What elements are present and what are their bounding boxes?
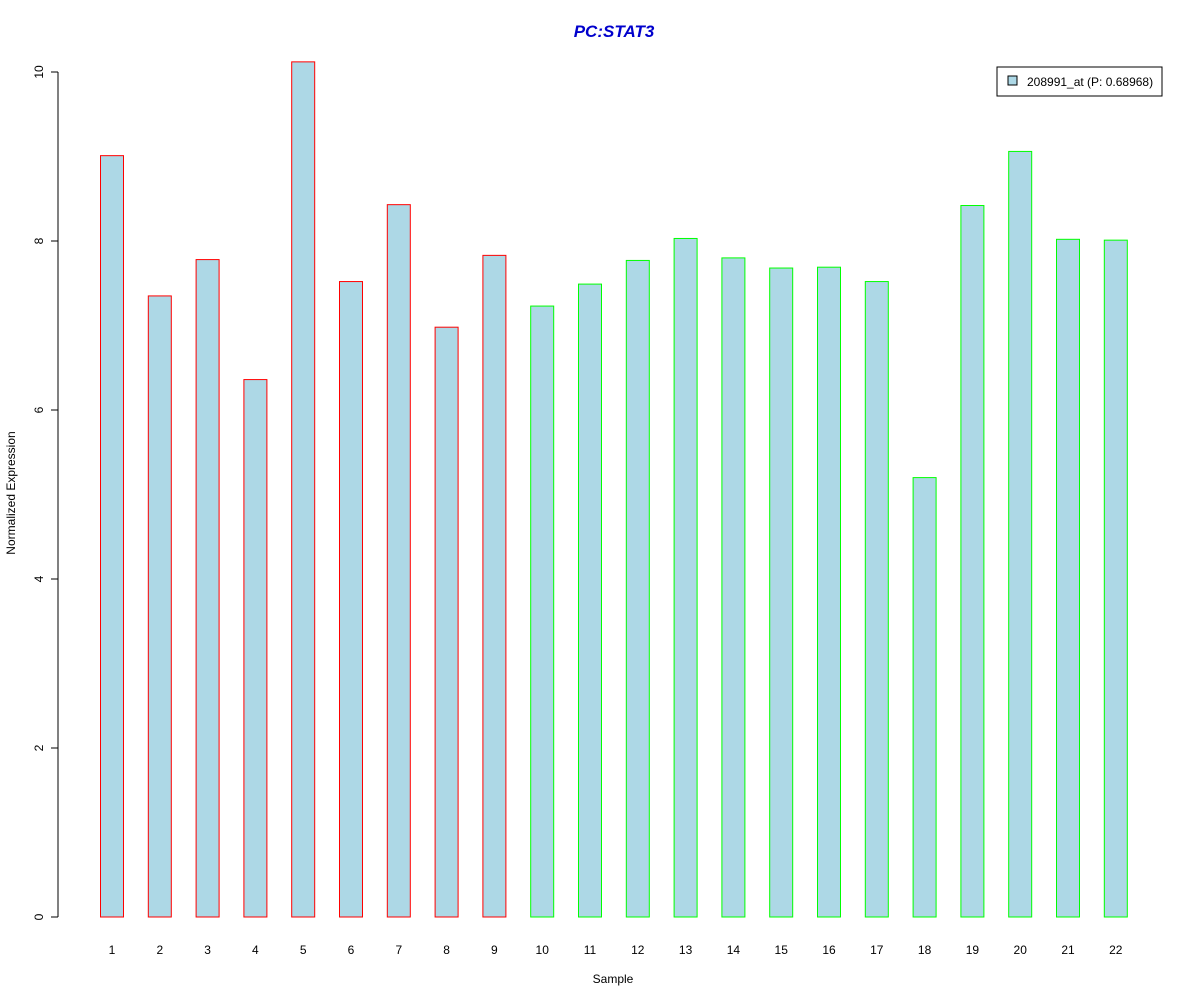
bar-sample-16 [817,266,841,918]
x-tick-label: 11 [584,943,597,957]
bar-sample-11 [578,283,602,918]
y-axis-label: Normalized Expression [4,431,18,554]
legend: 208991_at (P: 0.68968) [996,66,1163,97]
bar-sample-7 [386,204,411,918]
legend-box [996,66,1163,97]
y-tick-label: 0 [32,913,46,920]
x-tick-label: 21 [1061,943,1075,957]
bars [100,61,1128,918]
bar-sample-21 [1056,238,1080,918]
x-tick-label: 13 [679,943,693,957]
bar-sample-17 [864,281,889,918]
x-tick-label: 20 [1014,943,1028,957]
x-tick-label: 18 [918,943,932,957]
x-tick-label: 12 [631,943,645,957]
bar-sample-14 [721,257,746,918]
bar-sample-8 [434,326,459,918]
bar-sample-9 [482,254,507,918]
x-tick-label: 1 [109,943,116,957]
x-tick-label: 7 [395,943,402,957]
x-tick-label: 16 [822,943,836,957]
bar-sample-15 [769,267,794,918]
bar-sample-10 [530,305,555,918]
x-tick-label: 17 [870,943,884,957]
x-tick-label: 14 [727,943,741,957]
x-tick-label: 2 [156,943,163,957]
bar-sample-5 [291,61,316,918]
x-tick-label: 6 [348,943,355,957]
bar-sample-13 [673,237,698,918]
y-tick-label: 4 [32,575,46,582]
x-tick-label: 15 [775,943,789,957]
y-tick-label: 6 [32,406,46,413]
x-tick-label: 3 [204,943,211,957]
x-axis-tick-labels: 1 2 3 4 5 6 7 8 9 10 11 12 13 14 15 16 17 18 19 20 21 22 [109,943,1123,957]
bar-sample-4 [243,379,268,918]
y-tick-label: 2 [32,744,46,751]
bar-sample-3 [195,259,220,918]
chart-title: PC:STAT3 [574,22,655,41]
bar-sample-18 [912,477,937,918]
x-tick-label: 9 [491,943,498,957]
x-tick-label: 19 [966,943,980,957]
bar-sample-19 [960,205,985,918]
bar-sample-2 [147,295,172,918]
bar-sample-22 [1103,239,1128,918]
legend-swatch [1007,75,1018,86]
x-tick-label: 22 [1109,943,1123,957]
x-tick-label: 4 [252,943,259,957]
bar-sample-20 [1008,150,1033,918]
bar-sample-12 [625,259,650,918]
x-tick-label: 8 [443,943,450,957]
x-axis-label: Sample [593,972,634,986]
bar-sample-6 [339,281,363,918]
y-tick-label: 10 [32,65,46,79]
x-tick-label: 5 [300,943,307,957]
legend-entry-label: 208991_at (P: 0.68968) [1027,75,1153,89]
y-tick-label: 8 [32,237,46,244]
bar-sample-1 [100,155,124,918]
x-tick-label: 10 [536,943,550,957]
y-axis-ticks: 0 2 4 6 8 10 [32,65,58,920]
